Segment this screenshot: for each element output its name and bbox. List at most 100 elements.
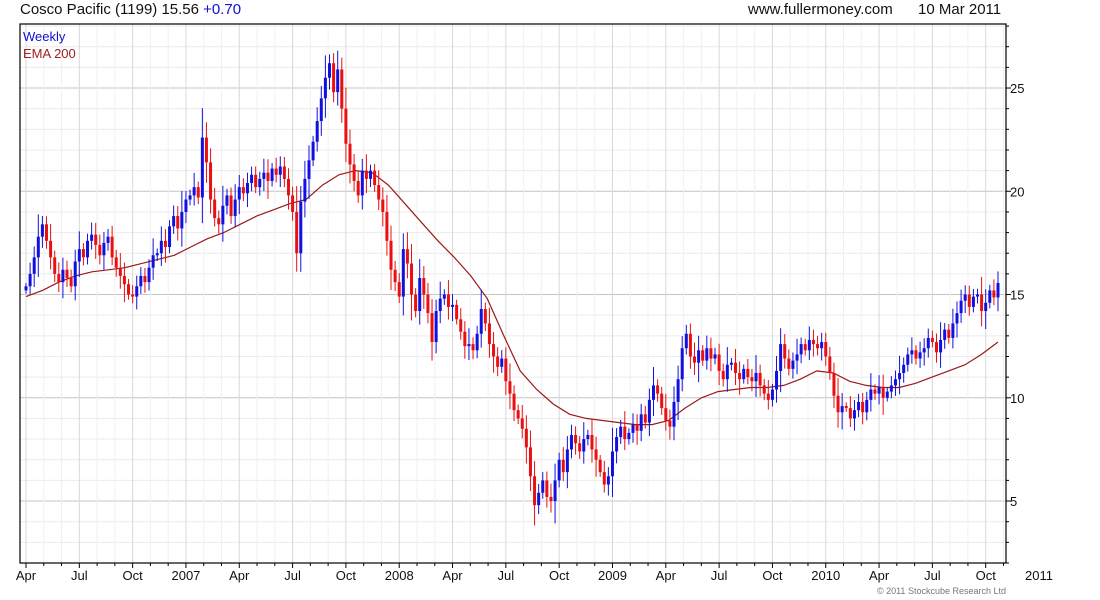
candle-body	[664, 408, 668, 421]
candle-body	[172, 216, 176, 227]
candle-body	[405, 249, 409, 264]
candle-body	[590, 434, 594, 450]
candle-body	[762, 385, 766, 394]
price-change: +0.70	[203, 1, 242, 18]
candle-body	[500, 358, 504, 367]
candle-body	[959, 300, 963, 314]
candle-body	[512, 393, 516, 411]
x-tick-label: Oct	[123, 568, 144, 583]
candle-body	[524, 428, 528, 448]
chart-title: Cosco Pacific (1199) 15.56 +0.70	[20, 1, 241, 18]
candle-body	[852, 410, 856, 419]
candle-body	[36, 236, 40, 258]
candle-body	[73, 261, 77, 287]
candle-body	[344, 108, 348, 144]
x-tick-label: Oct	[336, 568, 357, 583]
candle-body	[742, 368, 746, 380]
candle-body	[258, 178, 262, 188]
candle-body	[738, 373, 742, 380]
candle-body	[889, 385, 893, 392]
candle-body	[594, 449, 598, 460]
candle-body	[963, 294, 967, 301]
candle-body	[729, 362, 733, 365]
candle-body	[508, 381, 512, 394]
chart-date: 10 Mar 2011	[918, 1, 1002, 18]
candle-body	[955, 313, 959, 324]
site-url[interactable]: www.fullermoney.com	[748, 1, 893, 18]
y-tick-label: 5	[1010, 494, 1017, 509]
candle-body	[754, 373, 758, 382]
candle-body	[217, 218, 221, 225]
candle-body	[791, 360, 795, 369]
ema-200-line	[25, 169, 999, 426]
x-tick-label: 2008	[385, 568, 414, 583]
copyright: © 2011 Stockcube Research Ltd	[876, 586, 1006, 596]
candle-body	[483, 308, 487, 324]
candle-body	[615, 437, 619, 452]
candle-body	[418, 278, 422, 312]
candle-body	[319, 98, 323, 122]
candle-body	[746, 368, 750, 378]
candle-body	[274, 168, 278, 175]
x-tick-label: Oct	[549, 568, 570, 583]
candle-body	[631, 424, 635, 433]
candle-body	[467, 344, 471, 347]
candle-body	[660, 393, 664, 409]
candle-body	[81, 249, 85, 258]
candle-body	[102, 242, 106, 256]
y-tick-label: 10	[1010, 391, 1024, 406]
candle-body	[94, 234, 98, 245]
candle-body	[106, 236, 110, 243]
candle-body	[869, 389, 873, 400]
candle-body	[401, 249, 405, 297]
candle-body	[434, 311, 438, 343]
candle-body	[816, 344, 820, 349]
x-tick-label: Apr	[869, 568, 890, 583]
candle-body	[377, 185, 381, 200]
candle-body	[639, 414, 643, 431]
candle-body	[848, 408, 852, 419]
candle-body	[684, 333, 688, 349]
candle-body	[176, 216, 180, 229]
legend-weekly: Weekly	[23, 29, 66, 44]
candle-body	[926, 337, 930, 349]
candle-body	[282, 166, 286, 179]
candle-body	[311, 141, 315, 161]
candle-body	[533, 476, 537, 506]
candle-body	[734, 362, 738, 374]
candle-body	[902, 364, 906, 374]
candle-body	[213, 199, 217, 219]
candle-body	[237, 187, 241, 200]
x-tick-label: Jul	[284, 568, 301, 583]
candle-body	[881, 387, 885, 398]
candle-body	[992, 290, 996, 298]
candle-body	[877, 387, 881, 394]
candle-body	[299, 201, 303, 254]
candle-body	[49, 240, 53, 258]
x-tick-label: 2010	[811, 568, 840, 583]
candle-body	[24, 286, 28, 291]
candle-body	[147, 267, 151, 283]
candle-body	[865, 399, 869, 413]
candle-body	[623, 426, 627, 440]
candle-body	[975, 294, 979, 297]
y-tick-label: 25	[1010, 81, 1024, 96]
candle-body	[873, 389, 877, 394]
candle-body	[619, 426, 623, 438]
candle-body	[356, 180, 360, 196]
candle-body	[414, 294, 418, 312]
candle-body	[332, 63, 336, 93]
candle-body	[545, 480, 549, 497]
candle-body	[598, 459, 602, 473]
candle-body	[397, 282, 401, 297]
candle-body	[463, 331, 467, 347]
candle-body	[487, 323, 491, 345]
candle-body	[693, 356, 697, 363]
candle-body	[192, 187, 196, 196]
candle-body	[799, 344, 803, 355]
candle-body	[221, 205, 225, 225]
candle-body	[549, 496, 553, 502]
candle-body	[471, 344, 475, 351]
candle-body	[602, 472, 606, 485]
